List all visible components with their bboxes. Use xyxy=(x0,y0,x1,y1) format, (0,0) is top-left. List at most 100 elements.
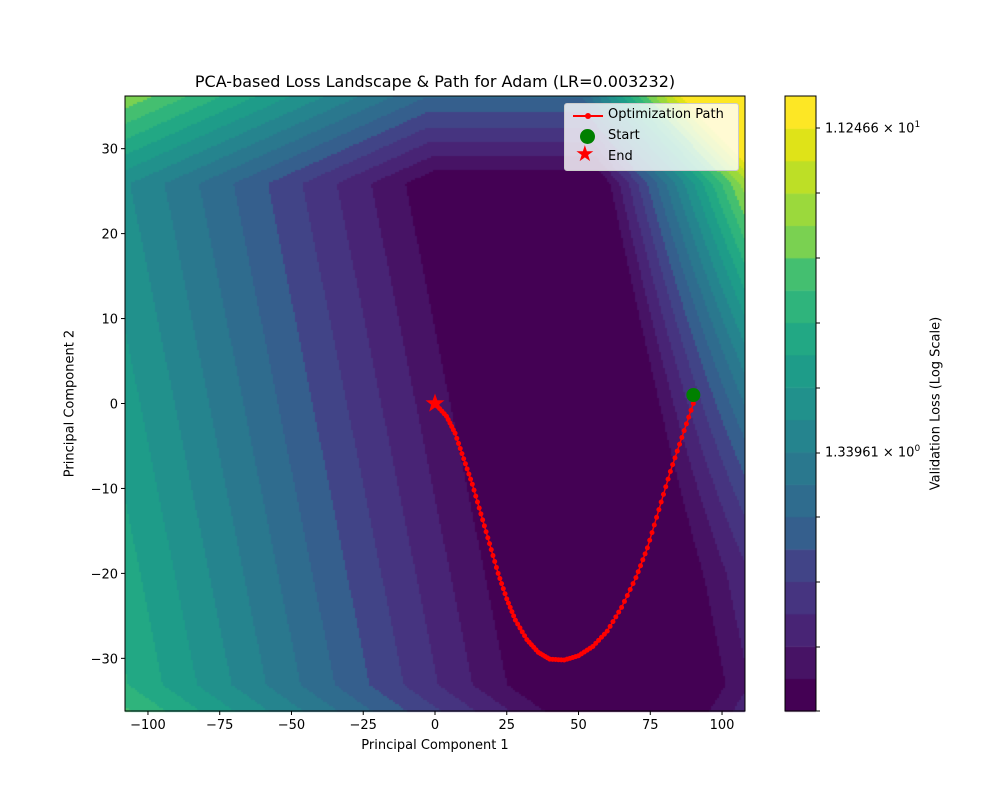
path-point xyxy=(497,575,503,581)
path-point xyxy=(665,476,671,482)
y-tick-label: 10 xyxy=(101,313,118,328)
path-point xyxy=(640,557,646,563)
x-tick-label: 25 xyxy=(498,718,515,733)
x-tick-label: 50 xyxy=(570,718,587,733)
path-point xyxy=(621,598,627,604)
path-point xyxy=(474,499,480,505)
y-tick-label: 20 xyxy=(101,228,118,243)
path-point xyxy=(679,434,685,440)
path-point xyxy=(630,581,636,587)
path-point xyxy=(686,414,692,420)
path-point xyxy=(651,522,657,528)
path-point xyxy=(454,435,460,441)
path-point xyxy=(492,558,498,564)
legend-end: End xyxy=(608,149,633,164)
chart-title: PCA-based Loss Landscape & Path for Adam… xyxy=(194,72,676,91)
path-point xyxy=(476,505,482,511)
path-point xyxy=(638,563,644,569)
path-point xyxy=(672,455,678,461)
path-point xyxy=(624,592,630,598)
legend-start-icon xyxy=(580,129,595,144)
legend-dot-icon xyxy=(585,113,591,119)
path-point xyxy=(517,625,523,631)
path-point xyxy=(512,617,518,623)
optimization-path-line xyxy=(434,402,695,661)
legend-path: Optimization Path xyxy=(608,107,724,122)
path-point xyxy=(654,514,660,520)
y-axis-label: Principal Component 2 xyxy=(62,329,78,478)
path-point xyxy=(499,581,505,587)
path-point xyxy=(473,493,479,499)
path-point xyxy=(683,421,689,427)
path-point xyxy=(681,428,687,434)
path-point xyxy=(663,484,669,490)
path-point xyxy=(481,523,487,529)
path-point xyxy=(635,569,641,575)
path-point xyxy=(616,609,622,615)
legend-star-icon: ★ xyxy=(575,142,595,167)
path-point xyxy=(468,476,474,482)
path-point xyxy=(519,629,525,635)
x-tick-label: 100 xyxy=(710,718,735,733)
path-point xyxy=(656,507,662,513)
path-point xyxy=(667,468,673,474)
path-point xyxy=(466,471,472,477)
path-point xyxy=(456,440,462,446)
y-tick-label: −30 xyxy=(91,652,118,667)
colorbar-tick-label: 1.33961 × 100 xyxy=(825,444,921,461)
colorbar-frame xyxy=(784,95,817,712)
path-point xyxy=(660,491,666,497)
path-point xyxy=(613,614,619,620)
path-point xyxy=(487,541,493,547)
x-axis-label: Principal Component 1 xyxy=(361,738,509,753)
path-point xyxy=(485,535,491,541)
path-point xyxy=(515,621,521,627)
x-tick-label: −100 xyxy=(130,718,166,733)
path-point xyxy=(607,623,613,629)
path-point xyxy=(469,481,475,487)
path-point xyxy=(504,596,510,602)
path-point xyxy=(670,462,676,468)
path-point xyxy=(461,456,467,462)
y-tick-label: 30 xyxy=(101,143,118,158)
path-point xyxy=(633,575,639,581)
x-tick-label: 0 xyxy=(431,718,439,733)
y-tick-label: −20 xyxy=(91,567,118,582)
y-tick-label: −10 xyxy=(91,482,118,497)
path-point xyxy=(610,619,616,625)
path-point xyxy=(619,604,625,610)
path-point xyxy=(495,570,501,576)
colorbar-tick-label: 1.12466 × 101 xyxy=(825,120,921,137)
colorbar-label: Validation Loss (Log Scale) xyxy=(928,316,944,491)
path-point xyxy=(483,529,489,535)
path-point xyxy=(677,441,683,447)
path-point xyxy=(658,499,664,505)
path-point xyxy=(647,537,653,543)
x-tick-label: 75 xyxy=(642,718,659,733)
path-point xyxy=(649,530,655,536)
path-point xyxy=(488,547,494,553)
path-point xyxy=(493,564,499,570)
path-point xyxy=(509,609,515,615)
legend: Optimization Path Start ★ End xyxy=(564,103,739,171)
path-point xyxy=(511,613,517,619)
legend-start: Start xyxy=(608,128,640,143)
path-point xyxy=(644,545,650,551)
path-point xyxy=(690,401,696,406)
path-point xyxy=(505,600,511,606)
path-point xyxy=(688,407,694,413)
path-point xyxy=(500,586,506,592)
path-point xyxy=(471,487,477,493)
path-point xyxy=(642,551,648,557)
start-marker xyxy=(686,388,701,403)
path-point xyxy=(502,591,508,597)
y-tick-label: 0 xyxy=(110,398,118,413)
path-point xyxy=(464,466,470,472)
path-point xyxy=(459,451,465,457)
x-tick-label: −75 xyxy=(206,718,233,733)
path-point xyxy=(478,511,484,517)
x-tick-label: −25 xyxy=(350,718,377,733)
